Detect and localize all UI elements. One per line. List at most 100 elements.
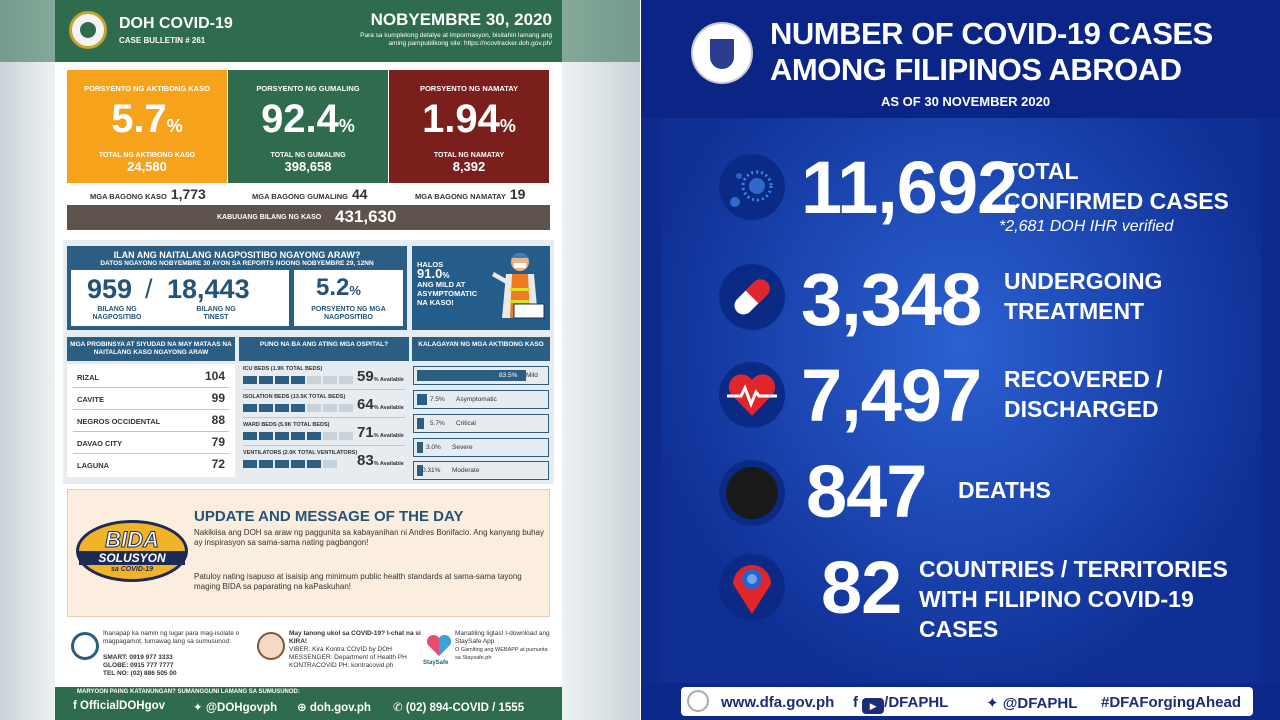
slash: / — [145, 274, 153, 304]
stat-total: 24,580 — [127, 159, 167, 174]
dfa-facebook-youtube-link[interactable]: f ▶/DFAPHL — [853, 694, 948, 714]
twitter-icon: ✦ — [193, 702, 206, 714]
hospital-row: ISOLATION BEDS (13.5K TOTAL BEDS) 64% Av… — [243, 392, 405, 418]
new-recovered: MGA BAGONG GUMALING 44 — [252, 186, 368, 202]
countries-label: COUNTRIES / TERRITORIES WITH FILIPINO COV… — [919, 556, 1228, 642]
province-row: NEGROS OCCIDENTAL 88 — [73, 410, 229, 432]
halos-text: HALOS 91.0% ANG MILD AT ASYMPTOMATIC NA … — [417, 260, 478, 307]
globe-icon: ⊕ — [297, 702, 310, 714]
update-message-box: BIDA SOLUSYON sa COVID-19 UPDATE AND MES… — [67, 489, 550, 617]
bulletin-subtext: Para sa kumpletong detalye at impormasyo… — [360, 32, 552, 47]
positivity-rate-value: 5.2 — [316, 274, 350, 301]
severity-row: 7.5% Asymptomatic — [413, 390, 549, 409]
dfa-title-line-2: AMONG FILIPINOS ABROAD — [770, 52, 1182, 87]
confirmed-cases-value: 11,692 — [801, 146, 1018, 229]
new-cases: MGA BAGONG KASO 1,773 — [90, 186, 206, 202]
bulletin-footer-bar: MARYOON PAING KATANUNGAN? SUMANGGUNI LAM… — [55, 687, 562, 720]
severity-bar — [417, 442, 423, 453]
twitter-icon: ✦ — [986, 695, 1003, 712]
severity-row: 5.7% Critical — [413, 414, 549, 433]
hospital-capacity: ICU BEDS (1.9K TOTAL BEDS) 59% Available… — [239, 364, 409, 477]
recovered-label: RECOVERED / DISCHARGED — [1004, 366, 1163, 422]
provinces-heading: MGA PROBINSYA AT SIYUDAD NA MAY MATAAS N… — [67, 337, 235, 361]
staysafe-heart-icon: StaySafe — [423, 632, 453, 666]
kira-avatar-icon — [257, 632, 285, 660]
dfa-website-link[interactable]: www.dfa.gov.ph — [721, 694, 835, 711]
stat-total: 398,658 — [284, 159, 332, 174]
website-link[interactable]: ⊕ doh.gov.ph — [297, 702, 371, 714]
dfa-footer-bar: www.dfa.gov.ph f ▶/DFAPHL ✦ @DFAPHL #DFA… — [681, 687, 1253, 716]
update-paragraph-2: Patuloy nating isapuso at isaisip ang mi… — [194, 572, 522, 591]
update-title: UPDATE AND MESSAGE OF THE DAY — [194, 508, 464, 525]
hospital-row: ICU BEDS (1.9K TOTAL BEDS) 59% Available — [243, 364, 405, 390]
blurred-background-left — [0, 0, 55, 720]
phone-icon: ✆ — [393, 702, 406, 714]
severity-row: 3.0% Severe — [413, 438, 549, 457]
severity-bar — [417, 370, 526, 381]
doh-bulletin-panel: DOH COVID-19 CASE BULLETIN # 261 NOBYEMB… — [0, 0, 640, 720]
blurred-background-right — [562, 0, 640, 720]
provinces-table: RIZAL 104 CAVITE 99 NEGROS OCCIDENTAL 88 DA… — [67, 364, 235, 477]
stat-label: PORSYENTO NG GUMALING — [256, 84, 360, 93]
new-deaths: MGA BAGONG NAMATAY 19 — [415, 186, 526, 202]
confirmed-cases-label: TOTAL CONFIRMED CASES — [1004, 158, 1229, 214]
dfa-as-of-date: AS OF 30 NOVEMBER 2020 — [881, 94, 1051, 109]
positivity-rate: 5.2% PORSYENTO NG MGA NAGPOSITIBO — [294, 270, 403, 326]
total-cases-bar: KABUUANG BILANG NG KASO 431,630 — [67, 205, 550, 230]
positives-box: ILAN ANG NAITALANG NAGPOSITIBO NGAYONG A… — [67, 246, 407, 330]
stat-percent: 5.7% — [111, 97, 183, 141]
province-row: RIZAL 104 — [73, 366, 229, 388]
footer-inquiry-text: MARYOON PAING KATANUNGAN? SUMANGGUNI LAM… — [77, 689, 300, 695]
positive-count: 959 — [87, 274, 133, 304]
stat-sub-label: TOTAL NG NAMATAY — [433, 152, 505, 159]
severity-heading: KALAGAYAN NG MGA AKTIBONG KASO — [412, 337, 550, 361]
tested-count: 18,443 — [167, 274, 250, 304]
severity-breakdown: 83.5% Mild 7.5% Asymptomatic 5.7% Critical … — [412, 364, 550, 480]
case-bulletin-number: CASE BULLETIN # 261 — [119, 36, 206, 45]
positives-heading: ILAN ANG NAITALANG NAGPOSITIBO NGAYONG A… — [113, 250, 361, 260]
severity-bar — [417, 394, 427, 405]
recovered-value: 7,497 — [801, 354, 982, 437]
stat-label: PORSYENTO NG NAMATAY — [419, 84, 519, 93]
ihr-verified-note: *2,681 DOH IHR verified — [999, 218, 1174, 235]
total-cases-label: KABUUANG BILANG NG KASO — [217, 214, 322, 221]
undergoing-treatment-label: UNDERGOING TREATMENT — [1004, 268, 1163, 324]
positive-label: BILANG NG NAGPOSITIBO — [92, 306, 142, 321]
bulletin-header: DOH COVID-19 CASE BULLETIN # 261 NOBYEMB… — [55, 0, 562, 62]
stat-total: 8,392 — [452, 159, 486, 174]
facebook-icon: f — [853, 694, 863, 711]
dfa-small-seal-icon — [687, 690, 709, 712]
pill-icon — [719, 264, 785, 330]
stat-sub-label: TOTAL NG AKTIBONG KASO — [98, 152, 196, 159]
province-row: DAVAO CITY 79 — [73, 432, 229, 454]
bulletin: DOH COVID-19 CASE BULLETIN # 261 NOBYEMB… — [55, 0, 562, 720]
positives-counts: 959 / 18,443 BILANG NG NAGPOSITIBO BILAN… — [71, 270, 289, 326]
deaths-label: DEATHS — [958, 477, 1051, 503]
mild-asymptomatic-box: HALOS 91.0% ANG MILD AT ASYMPTOMATIC NA … — [412, 246, 550, 330]
dfa-twitter-link[interactable]: ✦ @DFAPHL — [986, 695, 1078, 712]
province-row: LAGUNA 72 — [77, 457, 225, 471]
dsw-logo-icon — [71, 632, 99, 660]
countries-value: 82 — [821, 546, 902, 629]
hotline: ✆ (02) 894-COVID / 1555 — [393, 702, 525, 714]
contact-isolation: Ihanapap ka namin ng lugar para mag-isol… — [103, 630, 240, 677]
positives-subheading: DATOS NGAYONG NOBYEMBRE 30 AYON SA REPOR… — [100, 260, 374, 267]
stat-deaths: PORSYENTO NG NAMATAY 1.94% TOTAL NG NAMA… — [389, 70, 549, 183]
youtube-icon: ▶ — [862, 698, 885, 714]
black-circle-icon — [719, 460, 785, 526]
dfa-footer: www.dfa.gov.ph f ▶/DFAPHL ✦ @DFAPHL #DFA… — [641, 683, 1280, 720]
province-row: CAVITE 99 — [73, 388, 229, 410]
deaths-value: 847 — [806, 450, 927, 533]
location-pin-icon — [719, 554, 785, 620]
bulletin-title: DOH COVID-19 — [119, 15, 233, 32]
facebook-link[interactable]: f OfficialDOHgov — [73, 700, 166, 712]
stat-sub-label: TOTAL NG GUMALING — [270, 152, 346, 159]
doh-seal-icon — [69, 11, 107, 49]
severity-bar — [417, 465, 423, 476]
twitter-link[interactable]: ✦ @DOHgovph — [193, 702, 278, 714]
hospital-row: VENTILATORS (2.0K TOTAL VENTILATORS) 83%… — [243, 450, 404, 469]
hospitals-heading: PUNO NA BA ANG ATING MGA OSPITAL? — [239, 337, 409, 361]
dfa-title-line-1: NUMBER OF COVID-19 CASES — [770, 16, 1213, 51]
dfa-stats: 11,692 TOTAL CONFIRMED CASES *2,681 DOH I… — [661, 118, 1261, 683]
